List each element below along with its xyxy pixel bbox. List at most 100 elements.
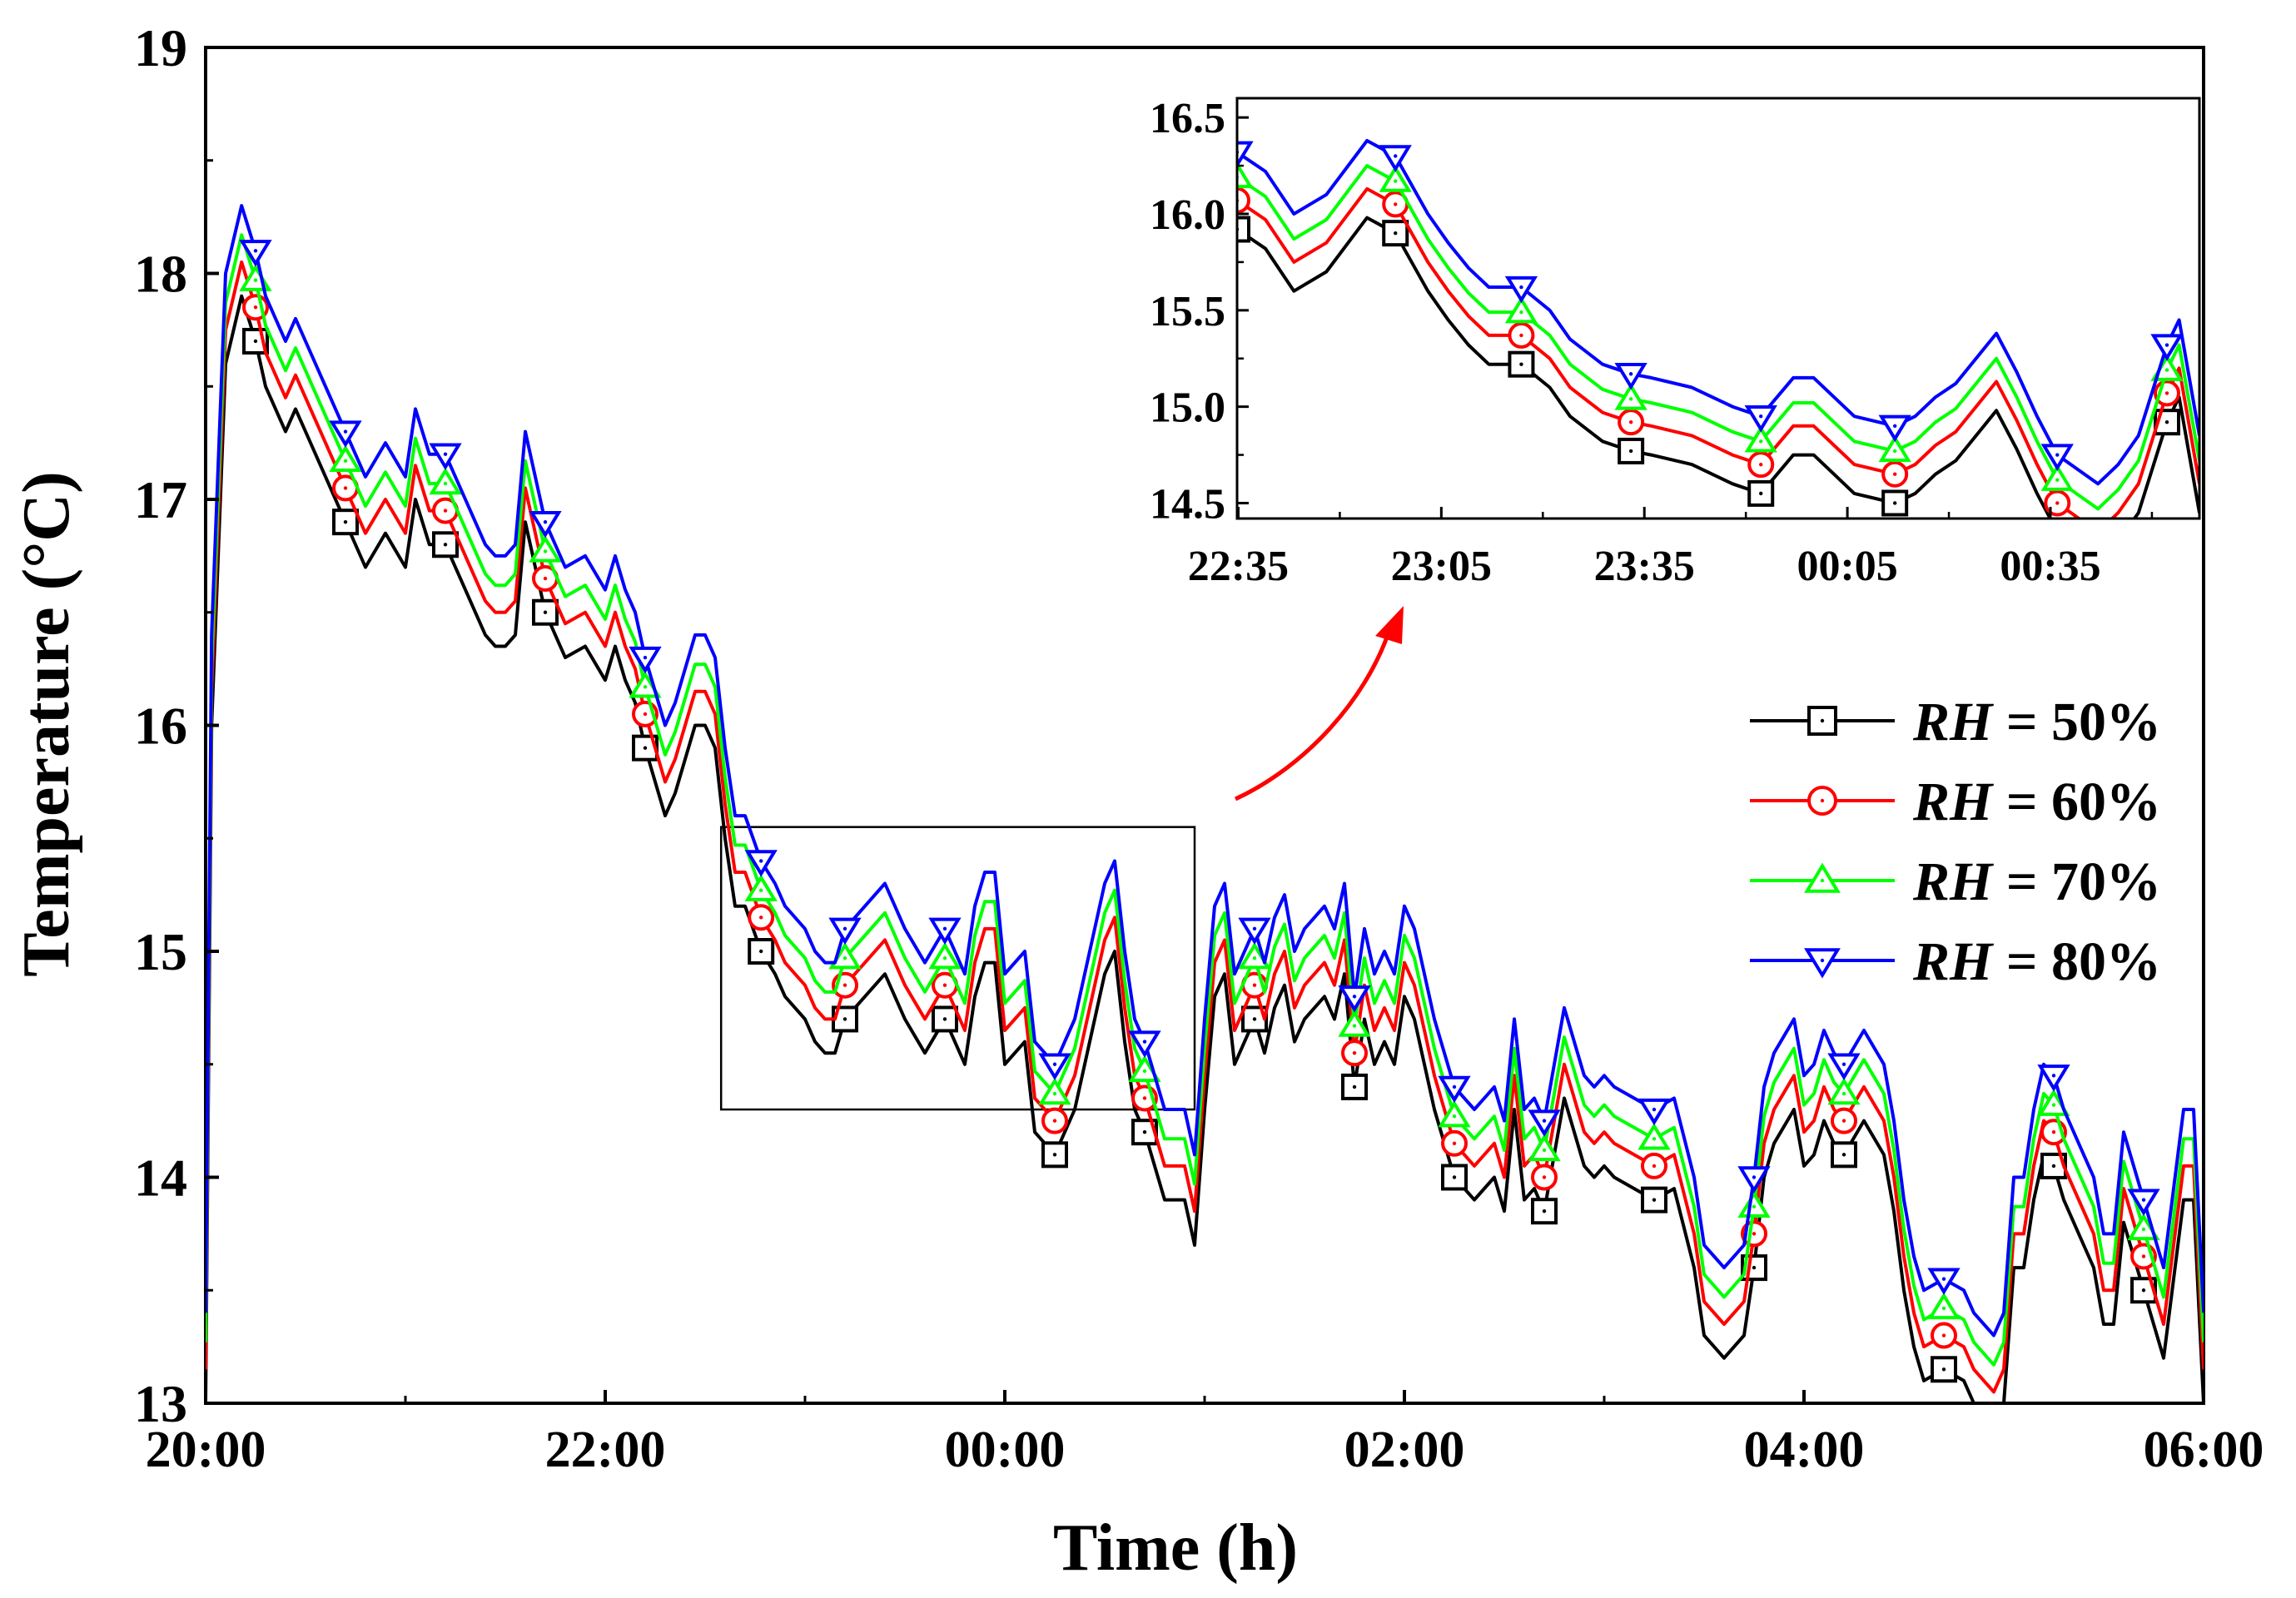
data-point-marker-center-dot <box>1892 501 1897 505</box>
callout-arrow-head <box>1375 606 1404 644</box>
legend-label: RH = 50% <box>1912 692 2161 752</box>
legend-label-rh: RH <box>1912 692 1995 752</box>
data-point-marker-center-dot <box>253 339 258 344</box>
legend-marker-center-dot <box>1820 878 1825 883</box>
data-point-marker-center-dot <box>1394 231 1398 236</box>
plot-area <box>206 204 2204 1403</box>
y-tick-label: 14 <box>134 1149 187 1208</box>
data-point-marker <box>1237 141 1254 169</box>
data-point-marker-center-dot <box>1841 1062 1846 1066</box>
data-point-marker-center-dot <box>942 1017 947 1021</box>
data-point-marker-center-dot <box>2164 343 2169 347</box>
data-point-marker-center-dot <box>1394 202 1398 206</box>
data-point-marker-center-dot <box>1142 1069 1147 1074</box>
series-line <box>206 233 2204 1367</box>
plot-area <box>1237 139 2199 519</box>
data-point-marker-center-dot <box>1452 1141 1457 1145</box>
legend-label-rh: RH <box>1912 772 1995 832</box>
x-tick-label: 02:00 <box>1344 1422 1465 1478</box>
data-point-marker-center-dot <box>253 249 258 253</box>
legend-marker <box>1804 862 1841 893</box>
data-point-marker-center-dot <box>1941 1367 1946 1372</box>
legend-label-rh: RH <box>1912 931 1995 992</box>
data-point-marker-center-dot <box>1628 449 1633 454</box>
legend-label-value: = 80% <box>1992 931 2161 992</box>
data-point-marker-center-dot <box>2055 453 2060 457</box>
data-point-marker-center-dot <box>1652 1164 1657 1169</box>
data-point-marker-center-dot <box>2164 419 2169 424</box>
data-point-marker <box>1341 1073 1368 1100</box>
data-point-marker-center-dot <box>1352 1024 1357 1028</box>
data-point-marker-center-dot <box>1394 154 1398 158</box>
data-point-marker-center-dot <box>443 452 448 456</box>
data-point-marker-center-dot <box>543 610 548 614</box>
data-point-marker-center-dot <box>543 519 548 524</box>
y-tick-label: 16 <box>134 697 187 756</box>
y-tick-label: 15 <box>134 922 187 981</box>
data-point-marker-center-dot <box>343 519 348 524</box>
data-point-marker-center-dot <box>1759 439 1763 444</box>
inset-x-tick-labels: 22:35 23:05 23:35 00:05 00:35 <box>1188 543 2101 590</box>
data-point-marker-center-dot <box>2055 478 2060 482</box>
data-point-marker <box>332 509 359 536</box>
series-triangle-down <box>206 204 2204 1337</box>
x-tick-label: 04:00 <box>1744 1422 1865 1478</box>
series-triangle-up <box>206 233 2204 1367</box>
data-point-marker-center-dot <box>1628 372 1633 376</box>
data-point-marker-center-dot <box>842 955 847 960</box>
data-point-marker-center-dot <box>1142 1096 1147 1100</box>
zoom-region-box <box>719 826 1196 1111</box>
data-point-marker-center-dot <box>1519 310 1523 315</box>
data-point-marker-center-dot <box>1652 1107 1657 1112</box>
data-point-marker-center-dot <box>643 712 648 717</box>
main-x-tick-labels: 20:00 22:00 00:00 02:00 04:00 06:00 <box>146 1422 2264 1478</box>
data-point-marker-center-dot <box>842 926 847 931</box>
x-tick-label: 22:00 <box>545 1422 666 1478</box>
data-point-marker-center-dot <box>942 926 947 931</box>
zoom-rectangle <box>719 826 1196 1111</box>
data-point-marker <box>1382 220 1409 247</box>
legend-label: RH = 60% <box>1912 772 2161 832</box>
data-point-marker-center-dot <box>1252 955 1257 960</box>
legend-item: RH = 60% <box>1750 772 2161 832</box>
data-point-marker <box>1237 216 1250 243</box>
data-point-marker-center-dot <box>1652 1198 1657 1202</box>
data-point-marker-center-dot <box>1752 1204 1757 1208</box>
data-point-marker-center-dot <box>842 1017 847 1021</box>
series-square <box>206 294 2204 1403</box>
data-point-marker-center-dot <box>2141 1227 2146 1232</box>
data-point-marker-center-dot <box>942 955 947 960</box>
main-y-tick-labels: 13 14 15 16 17 18 19 <box>134 18 187 1433</box>
data-point-marker-center-dot <box>543 576 548 581</box>
x-tick-label: 20:00 <box>146 1422 266 1478</box>
data-point-marker-center-dot <box>343 459 348 464</box>
inset-y-tick-label: 16.5 <box>1150 95 1225 142</box>
series-square <box>1237 216 2199 519</box>
inset-plot: 14.5 15.0 15.5 16.0 16.5 22:35 23:05 23:35 00:0… <box>1150 95 2201 590</box>
data-point-marker-center-dot <box>1841 1153 1846 1157</box>
inset-y-tick-label: 16.0 <box>1150 191 1225 239</box>
data-point-marker-center-dot <box>1142 1130 1147 1134</box>
inset-x-tick-label: 23:05 <box>1391 543 1492 590</box>
main-plot: 13 14 15 16 17 18 19 20:00 22:00 00:00 02:00 04:00… <box>10 18 2264 1585</box>
legend: RH = 50% RH = 60% RH = 70% RH = 80% <box>1750 692 2161 992</box>
data-point-marker-center-dot <box>2141 1288 2146 1293</box>
legend-label-value: = 50% <box>1992 692 2161 752</box>
series-line <box>206 204 2204 1337</box>
data-point-marker-center-dot <box>1352 1084 1357 1089</box>
inset-x-tick-label: 22:35 <box>1188 543 1289 590</box>
data-point-marker-center-dot <box>1752 1265 1757 1270</box>
callout-arrow-line <box>1234 632 1391 801</box>
data-point-marker-center-dot <box>1352 1050 1357 1055</box>
data-point-marker-center-dot <box>253 278 258 282</box>
data-point-marker-center-dot <box>1542 1175 1547 1179</box>
inset-y-tick-label: 15.0 <box>1150 385 1225 432</box>
legend-marker-center-dot <box>1820 958 1825 963</box>
inset-y-tick-label: 14.5 <box>1150 480 1225 528</box>
legend-item: RH = 70% <box>1750 851 2161 912</box>
data-point-marker-center-dot <box>1892 449 1897 454</box>
legend-marker <box>1804 948 1841 979</box>
data-point-marker-center-dot <box>1752 1175 1757 1179</box>
x-tick-label: 06:00 <box>2144 1422 2264 1478</box>
